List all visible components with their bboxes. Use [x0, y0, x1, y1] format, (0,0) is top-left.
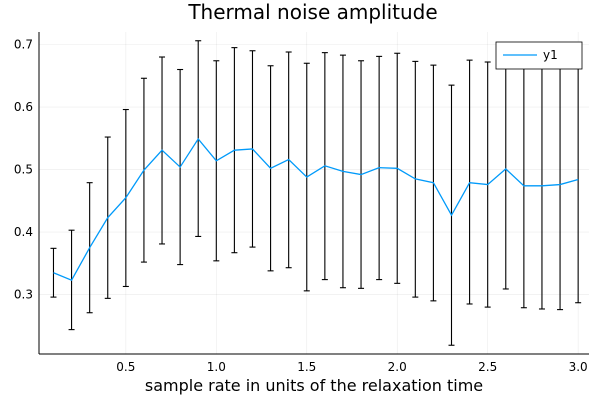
x-tick-label-1: 1.0 — [207, 360, 226, 374]
grid-lines — [39, 32, 589, 354]
chart-title: Thermal noise amplitude — [187, 0, 437, 24]
x-tick-label-4: 2.5 — [478, 360, 497, 374]
x-tick-label-5: 3.0 — [569, 360, 588, 374]
y-tick-label-3: 0.6 — [14, 100, 33, 114]
legend-label-y1: y1 — [543, 48, 558, 62]
x-tick-label-0: 0.5 — [116, 360, 135, 374]
x-tick-label-2: 1.5 — [297, 360, 316, 374]
error-bars — [50, 40, 582, 346]
x-tick-label-3: 2.0 — [388, 360, 407, 374]
y-tick-label-4: 0.7 — [14, 38, 33, 52]
y-tick-label-1: 0.4 — [14, 225, 33, 239]
series-line-y1 — [53, 137, 579, 282]
y-tick-label-2: 0.5 — [14, 163, 33, 177]
x-axis-label: sample rate in units of the relaxation t… — [145, 376, 483, 395]
legend: y1 — [495, 41, 583, 70]
tick-labels: 0.5 1.0 1.5 2.0 2.5 3.0 0.3 0.4 0.5 0.6 0.7 — [14, 38, 588, 374]
y-tick-label-0: 0.3 — [14, 288, 33, 302]
